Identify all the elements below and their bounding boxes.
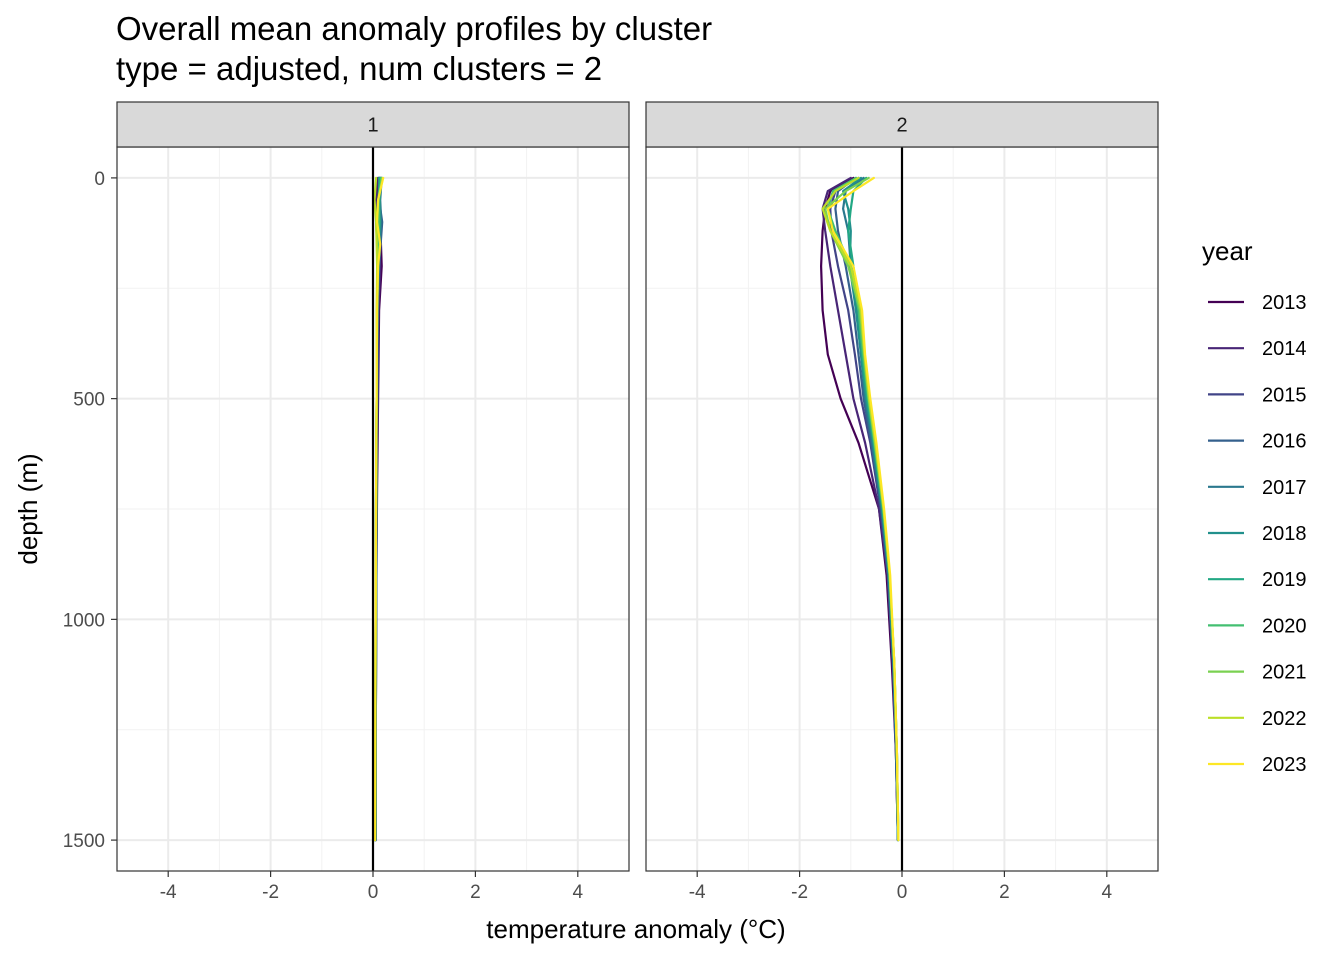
legend-item-2016: 2016 xyxy=(1208,431,1307,453)
facet-strip-label: 2 xyxy=(896,115,907,137)
legend-item-2022: 2022 xyxy=(1208,708,1307,730)
legend-item-2021: 2021 xyxy=(1208,662,1307,684)
legend-item-2015: 2015 xyxy=(1208,384,1307,406)
legend-item-2014: 2014 xyxy=(1208,338,1307,360)
legend-item-2020: 2020 xyxy=(1208,615,1307,637)
y-tick-label: 1500 xyxy=(63,831,105,852)
legend-label: 2013 xyxy=(1262,292,1307,314)
legend-item-2018: 2018 xyxy=(1208,523,1307,545)
legend-label: 2021 xyxy=(1262,662,1307,684)
facet-strip xyxy=(116,101,630,148)
legend-label: 2014 xyxy=(1262,338,1307,360)
facet-panel-1: 1 xyxy=(116,101,630,872)
x-tick-label: 2 xyxy=(999,882,1010,903)
chart-title: Overall mean anomaly profiles by cluster xyxy=(116,10,712,47)
x-tick-label: 0 xyxy=(897,882,908,903)
legend-item-2017: 2017 xyxy=(1208,477,1307,499)
y-tick-label: 0 xyxy=(94,169,105,190)
legend-title: year xyxy=(1202,236,1253,266)
legend-label: 2023 xyxy=(1262,754,1307,776)
panel-series xyxy=(819,176,900,842)
legend: year 2013 2014 2015 2016 2017 2018 2019 2020 202… xyxy=(1202,236,1307,776)
x-tick-label: 0 xyxy=(368,882,379,903)
legend-label: 2017 xyxy=(1262,477,1307,499)
legend-label: 2020 xyxy=(1262,615,1307,637)
x-axis-ticks: -4 -2 0 2 4 -4 -2 0 2 4 xyxy=(160,871,1113,903)
x-tick-label: -4 xyxy=(160,882,177,903)
series-line-2023 xyxy=(373,176,385,842)
x-tick-label: -2 xyxy=(791,882,808,903)
legend-label: 2015 xyxy=(1262,384,1307,406)
facet-panel-2: 2 xyxy=(645,101,1159,872)
legend-label: 2018 xyxy=(1262,523,1307,545)
x-tick-label: 2 xyxy=(470,882,481,903)
chart-subtitle: type = adjusted, num clusters = 2 xyxy=(116,50,602,87)
legend-label: 2016 xyxy=(1262,431,1307,453)
facet-strip-label: 1 xyxy=(367,115,378,137)
legend-item-2019: 2019 xyxy=(1208,569,1307,591)
legend-label: 2019 xyxy=(1262,569,1307,591)
x-tick-label: 4 xyxy=(573,882,584,903)
legend-item-2023: 2023 xyxy=(1208,754,1307,776)
panel-series xyxy=(373,176,385,842)
legend-label: 2022 xyxy=(1262,708,1307,730)
y-axis-title: depth (m) xyxy=(13,453,43,564)
x-tick-label: -4 xyxy=(689,882,706,903)
facet-strip xyxy=(645,101,1159,148)
y-tick-label: 1000 xyxy=(63,610,105,631)
x-tick-label: -2 xyxy=(262,882,279,903)
y-axis-ticks: 0 500 1000 1500 xyxy=(63,169,117,852)
legend-item-2013: 2013 xyxy=(1208,292,1307,314)
x-axis-title: temperature anomaly (°C) xyxy=(486,914,785,944)
y-tick-label: 500 xyxy=(73,390,105,411)
x-tick-label: 4 xyxy=(1102,882,1113,903)
series-line-2023 xyxy=(826,176,900,842)
